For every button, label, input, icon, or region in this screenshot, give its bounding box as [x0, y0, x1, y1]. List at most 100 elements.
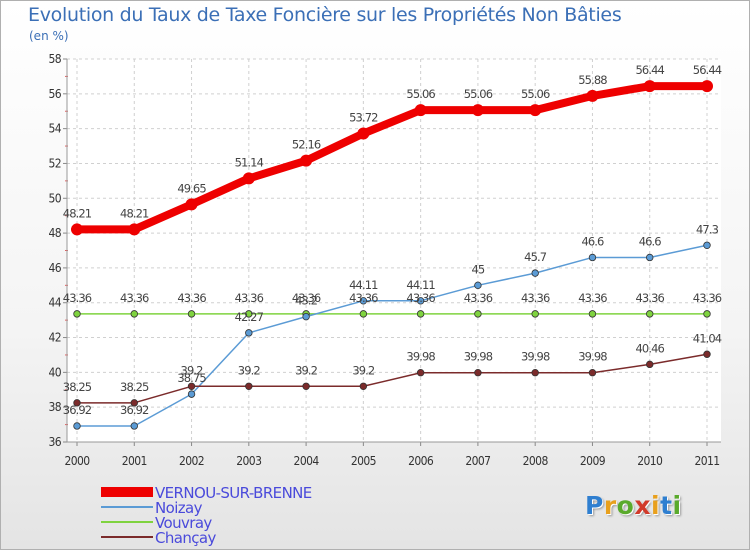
data-point: [474, 310, 482, 318]
chart-title: Evolution du Taux de Taxe Foncière sur l…: [28, 4, 622, 26]
x-tick-label: 2004: [294, 454, 320, 468]
data-point: [414, 104, 427, 117]
x-tick-label: 2010: [637, 454, 663, 468]
data-point: [416, 369, 425, 377]
data-label: 43.36: [235, 291, 264, 305]
data-point: [416, 297, 425, 305]
data-label: 48.21: [63, 206, 92, 220]
y-tick-label: 44: [48, 296, 61, 310]
data-point: [703, 241, 711, 249]
data-label: 43.36: [120, 291, 149, 305]
logo-letter: P: [585, 491, 604, 520]
data-point: [187, 310, 196, 318]
data-label: 55.06: [521, 87, 550, 101]
series: [71, 80, 713, 430]
data-label: 43.36: [464, 291, 493, 305]
data-point: [130, 399, 138, 407]
data-point: [474, 281, 482, 290]
data-point: [73, 399, 81, 407]
x-tick-label: 2005: [351, 454, 376, 468]
data-label: 39.98: [578, 350, 607, 364]
data-point: [474, 369, 482, 377]
data-label: 36.92: [63, 403, 92, 417]
data-label: 55.06: [464, 87, 493, 101]
legend-swatch: [101, 506, 153, 508]
data-point: [73, 310, 81, 318]
logo-letter: o: [616, 491, 635, 520]
data-point: [359, 310, 368, 318]
data-point: [531, 269, 539, 277]
y-tick-label: 38: [48, 400, 61, 414]
logo-letter: t: [660, 491, 673, 520]
legend-label: Vouvray: [155, 514, 212, 532]
legend-label: Chançay: [155, 529, 216, 547]
x-tick-label: 2006: [408, 454, 434, 468]
data-label: 43.36: [693, 291, 722, 305]
logo-letter: x: [634, 491, 651, 520]
data-label: 38.25: [63, 380, 92, 394]
data-point: [130, 422, 138, 430]
logo-letter: r: [603, 491, 617, 520]
data-label: 39.2: [295, 363, 318, 377]
data-label: 36.92: [120, 403, 149, 417]
data-point: [586, 89, 599, 102]
data-point: [701, 80, 713, 93]
data-label: 55.06: [406, 87, 435, 101]
data-label: 56.44: [693, 63, 722, 77]
proxiti-logo: Proxiti: [585, 491, 682, 520]
data-point: [531, 369, 539, 377]
data-label: 44.11: [349, 278, 378, 292]
data-label: 43.36: [578, 291, 607, 305]
data-label: 53.72: [349, 111, 378, 125]
data-point: [588, 369, 597, 377]
data-label: 39.2: [181, 363, 204, 377]
data-point: [245, 329, 253, 337]
data-label: 45: [471, 262, 484, 276]
data-point: [416, 310, 425, 318]
data-label: 43.36: [636, 291, 665, 305]
data-label: 42.27: [235, 310, 264, 324]
legend-label: Noizay: [155, 499, 203, 517]
series-line-0: [73, 82, 711, 234]
data-point: [646, 310, 654, 318]
logo-letter: i: [672, 491, 682, 520]
legend-swatch: [101, 521, 153, 523]
data-point: [646, 253, 654, 262]
data-label: 55.88: [578, 73, 607, 87]
axes: 36 38 40 42 44 46 48 50 52 54 56 58 2000 2001 2002 2003…: [48, 52, 721, 468]
data-label: 38.25: [120, 380, 149, 394]
data-point: [359, 382, 368, 390]
data-point: [187, 382, 196, 390]
data-label: 44.11: [406, 278, 435, 292]
y-tick-label: 40: [48, 365, 61, 379]
y-tick-label: 58: [48, 52, 61, 66]
legend-label: VERNOU-SUR-BRENNE: [155, 484, 312, 502]
data-point: [302, 382, 310, 390]
data-label: 45.7: [524, 250, 547, 264]
x-tick-label: 2007: [465, 454, 490, 468]
y-tick-label: 52: [48, 156, 61, 170]
data-point: [73, 422, 81, 430]
data-point: [703, 310, 711, 318]
plot-area: [67, 59, 721, 442]
data-point: [531, 310, 539, 318]
data-label: 43.36: [521, 291, 550, 305]
data-label: 52.16: [292, 138, 321, 152]
data-point: [245, 310, 253, 318]
y-tick-label: 48: [48, 226, 61, 240]
data-label: 43.2: [295, 294, 318, 308]
x-tick-label: 2011: [694, 454, 719, 468]
data-label: 46.6: [639, 234, 662, 248]
data-label: 43.36: [349, 291, 378, 305]
data-point: [185, 198, 198, 211]
data-label: 56.44: [636, 63, 665, 77]
data-label: 48.21: [120, 206, 149, 220]
data-label: 41.04: [693, 331, 722, 345]
data-point: [646, 360, 654, 369]
data-label: 39.98: [406, 350, 435, 364]
x-tick-label: 2009: [580, 454, 606, 468]
data-label: 39.2: [352, 363, 375, 377]
data-label: 39.98: [464, 350, 493, 364]
